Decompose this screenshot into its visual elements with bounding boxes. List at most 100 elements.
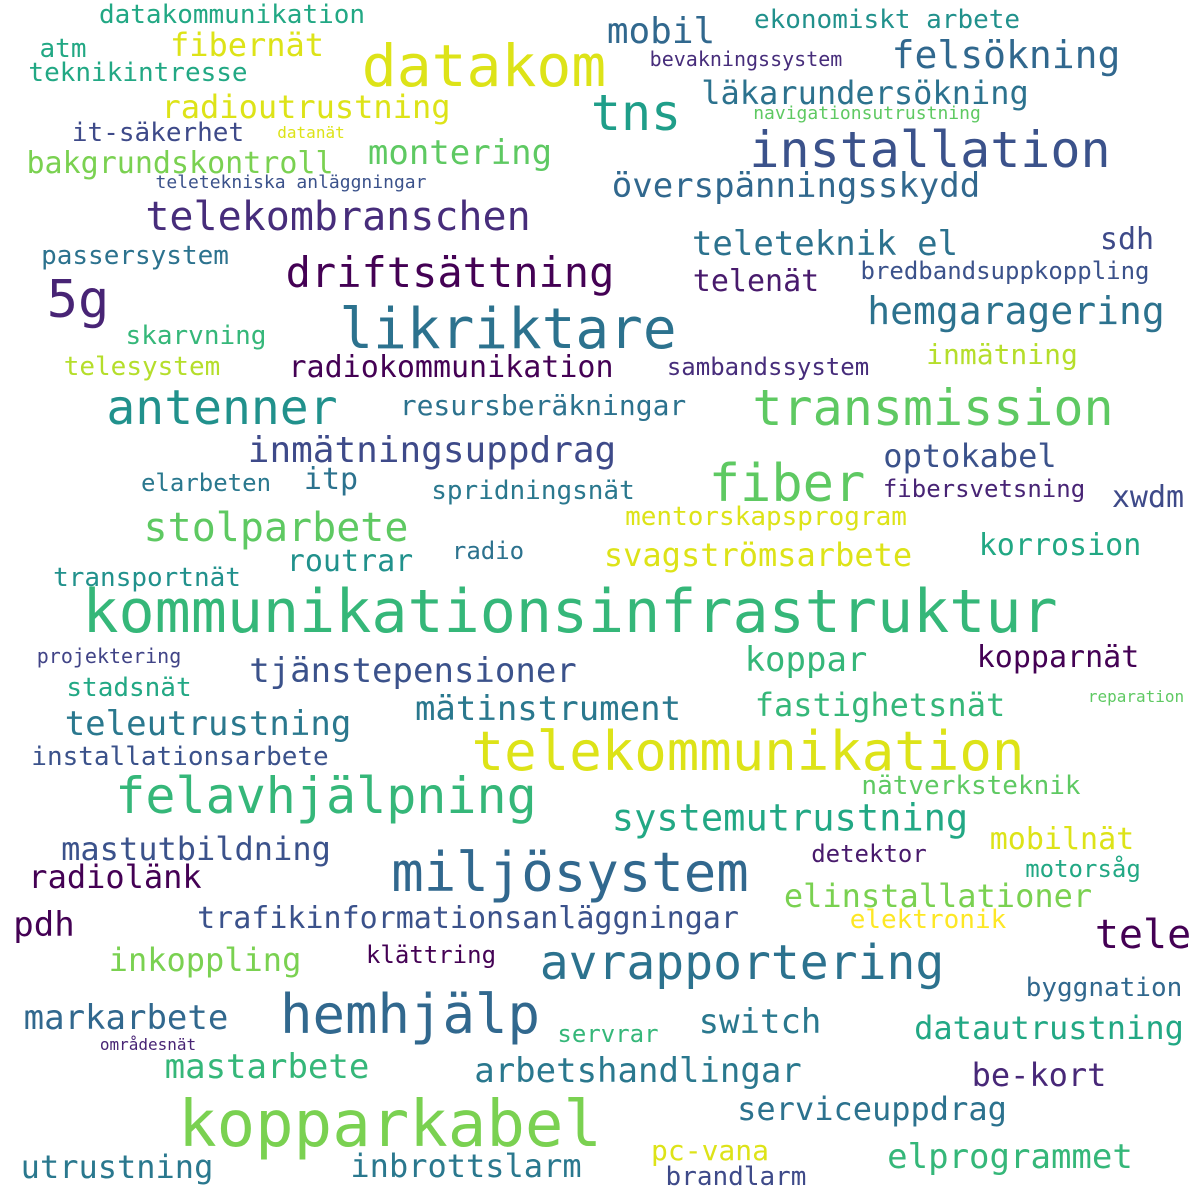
word-radioutrustning: radioutrustning [161, 88, 451, 126]
word-brandlarm: brandlarm [665, 1162, 807, 1192]
word-kommunikationsinfrastruktur: kommunikationsinfrastruktur [82, 577, 1058, 647]
word-antenner: antenner [106, 380, 338, 436]
word-reparation: reparation [1087, 687, 1185, 706]
word-bredbandsuppkoppling: bredbandsuppkoppling [860, 257, 1150, 285]
word-natverksteknik: nätverksteknik [861, 771, 1081, 801]
word-switch: switch [698, 1002, 822, 1042]
word-elinstallationer: elinstallationer [783, 877, 1093, 915]
word-elarbeten: elarbeten [140, 469, 272, 497]
word-datautrustning: datautrustning [914, 1009, 1184, 1047]
word-avrapportering: avrapportering [539, 935, 945, 991]
word-mobilnat: mobilnät [989, 822, 1135, 857]
word-spridningsnat: spridningsnät [431, 476, 635, 506]
word-pc-vana: pc-vana [650, 1134, 770, 1167]
word-kopparkabel: kopparkabel [178, 1088, 602, 1162]
word-transmission: transmission [752, 379, 1114, 437]
word-mobil: mobil [606, 11, 716, 52]
word-driftsattning: driftsättning [285, 248, 615, 297]
word-radiokommunikation: radiokommunikation [288, 350, 614, 385]
word-stadsnat: stadsnät [66, 673, 192, 703]
word-kopparnat: kopparnät [976, 640, 1140, 675]
word-koppar: koppar [744, 640, 868, 680]
word-hemgaragering: hemgaragering [867, 289, 1165, 333]
word-transportnat: transportnät [53, 563, 241, 593]
word-miljosystem: miljösystem [391, 841, 749, 904]
word-telenat: telenät [692, 264, 820, 299]
word-be-kort: be-kort [971, 1056, 1107, 1094]
word-tjanstepensioner: tjänstepensioner [249, 651, 577, 691]
word-fibersvetsning: fibersvetsning [882, 475, 1086, 503]
word-fibernat: fibernät [169, 26, 325, 64]
word-sdh: sdh [1099, 222, 1155, 257]
word-skarvning: skarvning [125, 321, 267, 351]
word-xwdm: xwdm [1111, 480, 1185, 515]
word-mastarbete: mastarbete [164, 1047, 370, 1087]
word-teletekniska-anlaggningar: teletekniska anläggningar [155, 172, 427, 193]
word-motorsag: motorsåg [1025, 855, 1141, 883]
word-pdh: pdh [13, 905, 75, 945]
word-navigationsutrustning: navigationsutrustning [753, 103, 981, 124]
word-installation: installation [749, 121, 1111, 179]
word-markarbete: markarbete [23, 998, 229, 1038]
word-servrar: servrar [557, 1020, 659, 1048]
word-serviceuppdrag: serviceuppdrag [737, 1090, 1007, 1128]
word-telekombranschen: telekombranschen [145, 194, 531, 240]
word-lakarundersokning: läkarundersökning [701, 74, 1029, 112]
word-optokabel: optokabel [883, 437, 1057, 475]
word-datanat: datanät [277, 123, 345, 142]
word-korrosion: korrosion [978, 528, 1142, 563]
word-hemhjalp: hemhjälp [279, 983, 541, 1046]
word-elektronik: elektronik [849, 905, 1007, 935]
word-tele: tele [1094, 912, 1192, 958]
word-utrustning: utrustning [20, 1148, 214, 1186]
word-it-sakerhet: it-säkerhet [71, 118, 245, 148]
word-ekonomiskt-arbete: ekonomiskt arbete [753, 5, 1021, 35]
word-matinstrument: mätinstrument [414, 689, 682, 729]
word-montering: montering [367, 133, 553, 173]
word-teleutrustning: teleutrustning [64, 704, 352, 744]
word-elprogrammet: elprogrammet [887, 1137, 1133, 1177]
word-projektering: projektering [36, 644, 182, 668]
word-felavhjalpning: felavhjälpning [115, 767, 537, 825]
word-5g: 5g [46, 270, 110, 330]
word-byggnation: byggnation [1025, 973, 1183, 1003]
word-systemutrustning: systemutrustning [611, 796, 969, 840]
word-svagstromsarbete: svagströmsarbete [603, 536, 913, 574]
word-bakgrundskontroll: bakgrundskontroll [26, 146, 334, 181]
word-datakom: datakom [361, 32, 607, 100]
word-likriktare: likriktare [339, 297, 677, 362]
word-radio: radio [451, 537, 525, 565]
word-inkoppling: inkoppling [108, 941, 302, 979]
word-inbrottslarm: inbrottslarm [350, 1147, 582, 1185]
word-routrar: routrar [286, 544, 414, 579]
word-atm: atm [39, 34, 87, 64]
word-trafikinformationsanlaggningar: trafikinformationsanläggningar [197, 901, 739, 936]
word-mentorskapsprogram: mentorskapsprogram [625, 502, 907, 532]
word-installationsarbete: installationsarbete [31, 742, 329, 772]
word-inmatningsuppdrag: inmätningsuppdrag [247, 430, 617, 471]
word-mastutbildning: mastutbildning [61, 830, 331, 868]
word-stolparbete: stolparbete [143, 505, 409, 551]
word-klattring: klättring [365, 941, 497, 969]
word-teknikintresse: teknikintresse [28, 58, 248, 88]
word-arbetshandlingar: arbetshandlingar [474, 1051, 802, 1091]
word-telesystem: telesystem [63, 352, 221, 382]
word-sambandssystem: sambandssystem [666, 353, 870, 381]
word-overspanningsskydd: överspänningsskydd [611, 166, 981, 206]
word-felsokning: felsökning [891, 33, 1121, 77]
word-inmatning: inmätning [926, 338, 1078, 371]
word-passersystem: passersystem [41, 241, 229, 271]
word-omradesnat: områdesnät [99, 1035, 197, 1054]
word-fiber: fiber [708, 454, 866, 514]
word-datakommunikation: datakommunikation [98, 0, 366, 30]
word-fastighetsnat: fastighetsnät [754, 686, 1006, 724]
word-teleteknik-el: teleteknik el [691, 224, 959, 264]
word-tns: tns [590, 84, 682, 142]
word-telekommunikation: telekommunikation [471, 720, 1025, 783]
word-itp: itp [303, 462, 359, 497]
word-bevakningssystem: bevakningssystem [649, 47, 843, 71]
word-resursberakningar: resursberäkningar [399, 389, 687, 422]
word-detektor: detektor [811, 840, 927, 868]
word-radiolank: radiolänk [28, 858, 202, 896]
